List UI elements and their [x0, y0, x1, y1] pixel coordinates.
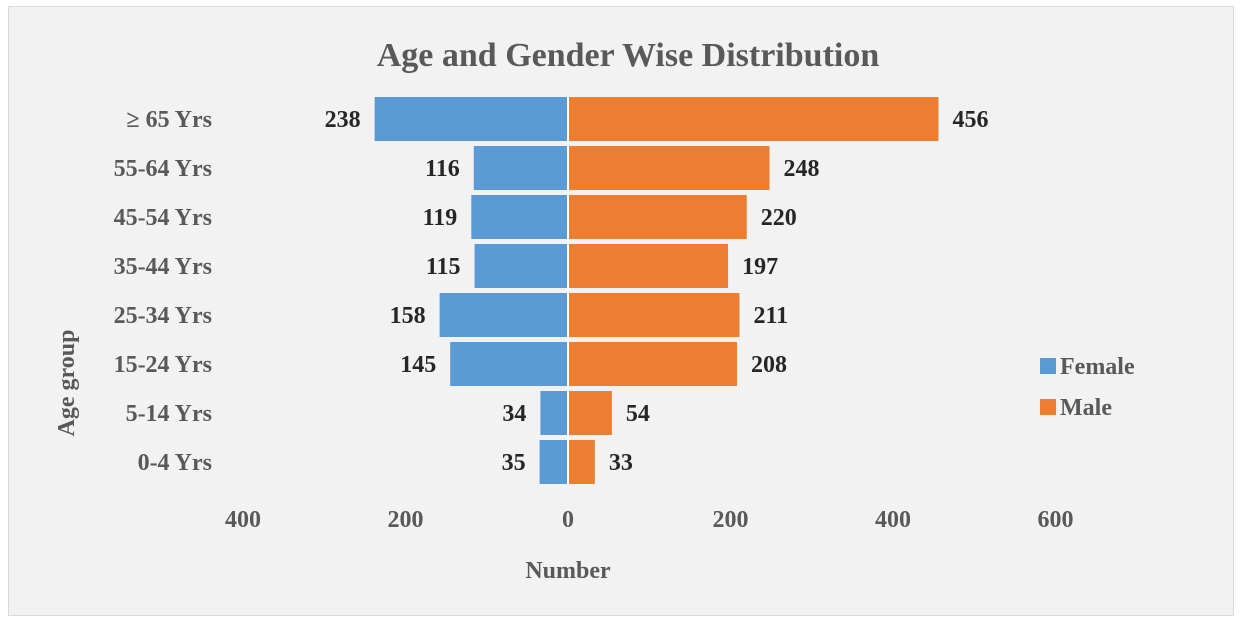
legend-label-female: Female — [1060, 354, 1135, 380]
data-label-female: 115 — [426, 254, 461, 280]
x-tick-label: 200 — [713, 507, 749, 533]
y-tick-label: 5-14 Yrs — [126, 401, 212, 427]
bar-male — [568, 146, 770, 190]
data-label-male: 54 — [626, 401, 650, 427]
bar-male — [568, 97, 939, 141]
bar-female — [439, 293, 568, 337]
y-tick-label: 45-54 Yrs — [114, 205, 212, 231]
bar-male — [568, 293, 740, 337]
y-tick-label: 15-24 Yrs — [114, 352, 212, 378]
y-tick-label: ≥ 65 Yrs — [126, 107, 212, 133]
y-tick-label: 25-34 Yrs — [114, 303, 212, 329]
bar-female — [374, 97, 568, 141]
data-label-male: 208 — [751, 352, 787, 378]
plot-area — [374, 97, 939, 484]
legend-swatch-male — [1040, 399, 1056, 415]
data-label-male: 211 — [753, 303, 788, 329]
chart-title: Age and Gender Wise Distribution — [377, 37, 880, 74]
data-label-female: 145 — [400, 352, 436, 378]
x-tick-label: 0 — [562, 507, 574, 533]
legend-swatch-female — [1040, 358, 1056, 374]
bar-female — [471, 195, 568, 239]
bar-male — [568, 391, 612, 435]
bar-male — [568, 195, 747, 239]
y-tick-label: 55-64 Yrs — [114, 156, 212, 182]
data-label-female: 158 — [390, 303, 426, 329]
y-axis-tick-labels: ≥ 65 Yrs 55-64 Yrs 45-54 Yrs 35-44 Yrs 25-34… — [114, 107, 212, 476]
bar-female — [540, 391, 568, 435]
data-labels: 238 456 116 248 119 220 115 197 158 211 145 208 34 54… — [325, 107, 989, 476]
data-label-male: 197 — [742, 254, 778, 280]
data-label-female: 116 — [425, 156, 460, 182]
data-label-male: 248 — [784, 156, 820, 182]
x-tick-label: 400 — [225, 507, 261, 533]
data-label-female: 34 — [502, 401, 526, 427]
data-label-female: 35 — [502, 450, 526, 476]
data-label-male: 456 — [953, 107, 989, 133]
legend-label-male: Male — [1060, 395, 1112, 421]
bar-female — [474, 244, 568, 288]
data-label-female: 238 — [325, 107, 361, 133]
x-axis-title: Number — [525, 558, 611, 584]
bar-female — [539, 440, 568, 484]
bar-male — [568, 244, 729, 288]
data-label-female: 119 — [423, 205, 458, 231]
x-tick-label: 600 — [1038, 507, 1074, 533]
y-axis-title: Age group — [54, 330, 80, 437]
legend: Female Male — [1040, 354, 1135, 421]
y-tick-label: 0-4 Yrs — [138, 450, 212, 476]
data-label-male: 33 — [609, 450, 633, 476]
bar-female — [473, 146, 568, 190]
y-tick-label: 35-44 Yrs — [114, 254, 212, 280]
data-label-male: 220 — [761, 205, 797, 231]
x-tick-label: 200 — [388, 507, 424, 533]
x-axis-tick-labels: 400 200 0 200 400 600 — [225, 507, 1074, 533]
bar-male — [568, 440, 595, 484]
bar-female — [450, 342, 568, 386]
x-tick-label: 400 — [875, 507, 911, 533]
bar-male — [568, 342, 737, 386]
